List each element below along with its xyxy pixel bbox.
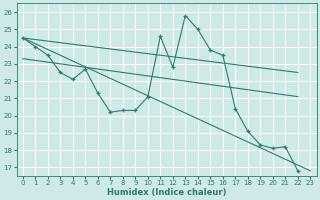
X-axis label: Humidex (Indice chaleur): Humidex (Indice chaleur) xyxy=(107,188,226,197)
